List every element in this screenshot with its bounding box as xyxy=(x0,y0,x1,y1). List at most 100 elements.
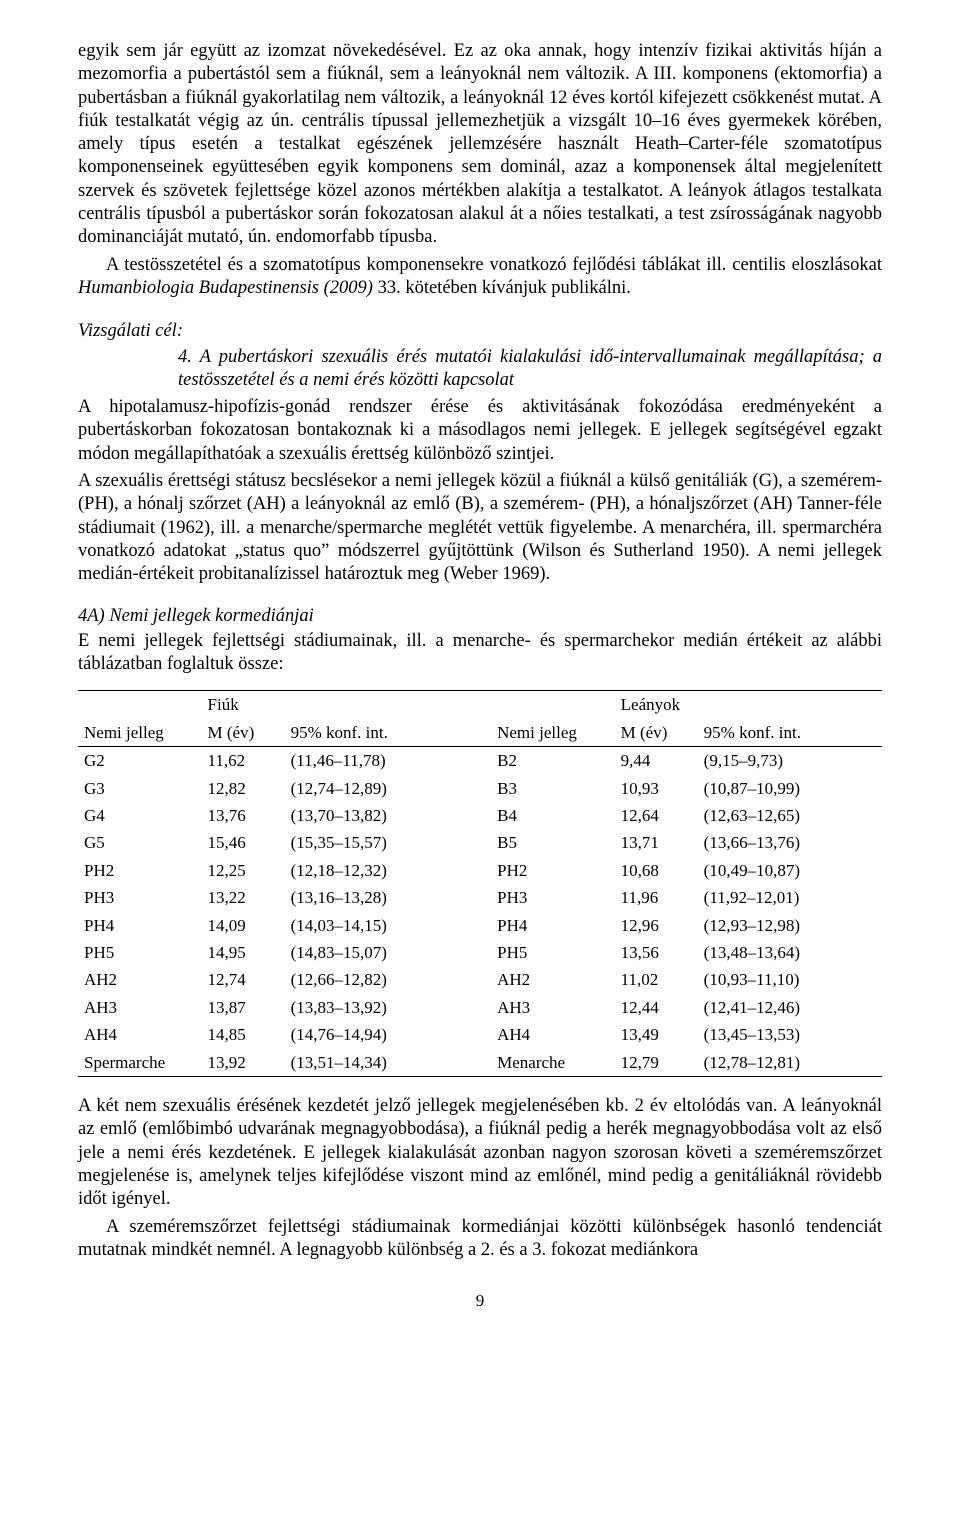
header-fiuk: Fiúk xyxy=(202,691,285,719)
cell-m-f: 12,74 xyxy=(202,966,285,993)
paragraph-2b-italic: Humanbiologia Budapestinensis (2009) xyxy=(78,278,373,298)
table-row: AH414,85(14,76–14,94)AH413,49(13,45–13,5… xyxy=(78,1021,882,1048)
table-container: Fiúk Leányok Nemi jelleg M (év) 95% konf… xyxy=(78,690,882,1077)
cell-ci-l: (12,41–12,46) xyxy=(698,994,882,1021)
cell-m-l: 12,44 xyxy=(615,994,698,1021)
cell-m-l: 10,93 xyxy=(615,775,698,802)
table-row: PH414,09(14,03–14,15)PH412,96(12,93–12,9… xyxy=(78,912,882,939)
header-konf-l: 95% konf. int. xyxy=(698,719,882,747)
subheading-4a: 4A) Nemi jellegek kormediánjai xyxy=(78,605,882,628)
cell-label-l: PH4 xyxy=(491,912,615,939)
cell-ci-f: (12,18–12,32) xyxy=(285,857,469,884)
cell-ci-l: (10,93–11,10) xyxy=(698,966,882,993)
cell-label-f: PH2 xyxy=(78,857,202,884)
header-nemi-jelleg-l: Nemi jelleg xyxy=(491,719,615,747)
header-konf-f: 95% konf. int. xyxy=(285,719,469,747)
cell-ci-f: (12,66–12,82) xyxy=(285,966,469,993)
header-leanyok: Leányok xyxy=(615,691,698,719)
cell-gap xyxy=(469,966,491,993)
cell-gap xyxy=(469,829,491,856)
cell-m-f: 15,46 xyxy=(202,829,285,856)
table-row: G413,76(13,70–13,82) B412,64(12,63–12,65) xyxy=(78,802,882,829)
table-row: PH313,22(13,16–13,28)PH311,96(11,92–12,0… xyxy=(78,884,882,911)
cell-m-f: 13,22 xyxy=(202,884,285,911)
cell-m-f: 14,85 xyxy=(202,1021,285,1048)
cell-label-l: B4 xyxy=(491,802,615,829)
cell-m-l: 11,02 xyxy=(615,966,698,993)
cell-label-f: AH4 xyxy=(78,1021,202,1048)
cell-ci-f: (11,46–11,78) xyxy=(285,747,469,775)
cell-m-f: 12,82 xyxy=(202,775,285,802)
cell-ci-f: (13,16–13,28) xyxy=(285,884,469,911)
cell-ci-l: (10,49–10,87) xyxy=(698,857,882,884)
cell-m-l: 13,49 xyxy=(615,1021,698,1048)
table-row: PH514,95(14,83–15,07)PH513,56(13,48–13,6… xyxy=(78,939,882,966)
cell-label-f: Spermarche xyxy=(78,1049,202,1077)
cell-label-l: AH2 xyxy=(491,966,615,993)
header-m-ev-l: M (év) xyxy=(615,719,698,747)
goal-4: 4. A pubertáskori szexuális érés mutatói… xyxy=(178,346,882,393)
page-container: egyik sem jár együtt az izomzat növekedé… xyxy=(0,0,960,1342)
cell-ci-f: (13,83–13,92) xyxy=(285,994,469,1021)
cell-ci-l: (9,15–9,73) xyxy=(698,747,882,775)
cell-gap xyxy=(469,775,491,802)
cell-gap xyxy=(469,939,491,966)
cell-ci-l: (13,66–13,76) xyxy=(698,829,882,856)
table-row: G515,46(15,35–15,57)B513,71(13,66–13,76) xyxy=(78,829,882,856)
paragraph-2: A testösszetétel és a szomatotípus kompo… xyxy=(78,254,882,301)
cell-m-f: 14,09 xyxy=(202,912,285,939)
cell-label-l: PH5 xyxy=(491,939,615,966)
paragraph-7: A szeméremszőrzet fejlettségi stádiumain… xyxy=(78,1216,882,1263)
table-row: PH212,25(12,18–12,32)PH210,68(10,49–10,8… xyxy=(78,857,882,884)
cell-m-l: 12,96 xyxy=(615,912,698,939)
cell-label-l: B3 xyxy=(491,775,615,802)
cell-ci-f: (14,83–15,07) xyxy=(285,939,469,966)
cell-ci-f: (13,70–13,82) xyxy=(285,802,469,829)
cell-m-f: 13,76 xyxy=(202,802,285,829)
cell-label-l: Menarche xyxy=(491,1049,615,1077)
cell-m-l: 13,71 xyxy=(615,829,698,856)
cell-ci-l: (13,45–13,53) xyxy=(698,1021,882,1048)
cell-m-l: 10,68 xyxy=(615,857,698,884)
table-row: Spermarche13,92(13,51–14,34) Menarche12,7… xyxy=(78,1049,882,1077)
cell-m-f: 11,62 xyxy=(202,747,285,775)
cell-label-f: PH5 xyxy=(78,939,202,966)
header-m-ev-f: M (év) xyxy=(202,719,285,747)
cell-ci-l: (12,93–12,98) xyxy=(698,912,882,939)
cell-ci-f: (13,51–14,34) xyxy=(285,1049,469,1077)
cell-gap xyxy=(469,912,491,939)
paragraph-3: A hipotalamusz-hipofízis-gonád rendszer … xyxy=(78,396,882,466)
cell-m-f: 14,95 xyxy=(202,939,285,966)
cell-label-f: PH3 xyxy=(78,884,202,911)
cell-gap xyxy=(469,802,491,829)
cell-m-l: 12,64 xyxy=(615,802,698,829)
cell-ci-l: (13,48–13,64) xyxy=(698,939,882,966)
cell-label-f: PH4 xyxy=(78,912,202,939)
cell-label-f: AH2 xyxy=(78,966,202,993)
cell-ci-l: (11,92–12,01) xyxy=(698,884,882,911)
cell-m-f: 12,25 xyxy=(202,857,285,884)
cell-ci-f: (14,76–14,94) xyxy=(285,1021,469,1048)
table-row: G312,82(12,74–12,89)B310,93(10,87–10,99) xyxy=(78,775,882,802)
cell-label-f: AH3 xyxy=(78,994,202,1021)
cell-m-l: 13,56 xyxy=(615,939,698,966)
cell-gap xyxy=(469,747,491,775)
cell-gap xyxy=(469,994,491,1021)
cell-gap xyxy=(469,884,491,911)
cell-ci-l: (12,63–12,65) xyxy=(698,802,882,829)
cell-ci-f: (14,03–14,15) xyxy=(285,912,469,939)
cell-gap xyxy=(469,1049,491,1077)
cell-label-f: G4 xyxy=(78,802,202,829)
cell-m-f: 13,92 xyxy=(202,1049,285,1077)
cell-ci-f: (12,74–12,89) xyxy=(285,775,469,802)
paragraph-5: E nemi jellegek fejlettségi stádiumainak… xyxy=(78,630,882,677)
paragraph-2c: 33. kötetében kívánjuk publikálni. xyxy=(373,278,631,298)
paragraph-1: egyik sem jár együtt az izomzat növekedé… xyxy=(78,40,882,250)
cell-label-l: PH2 xyxy=(491,857,615,884)
cell-m-f: 13,87 xyxy=(202,994,285,1021)
cell-label-l: B5 xyxy=(491,829,615,856)
cell-label-f: G3 xyxy=(78,775,202,802)
cell-m-l: 12,79 xyxy=(615,1049,698,1077)
paragraph-4: A szexuális érettségi státusz becsléseko… xyxy=(78,470,882,586)
cell-m-l: 9,44 xyxy=(615,747,698,775)
